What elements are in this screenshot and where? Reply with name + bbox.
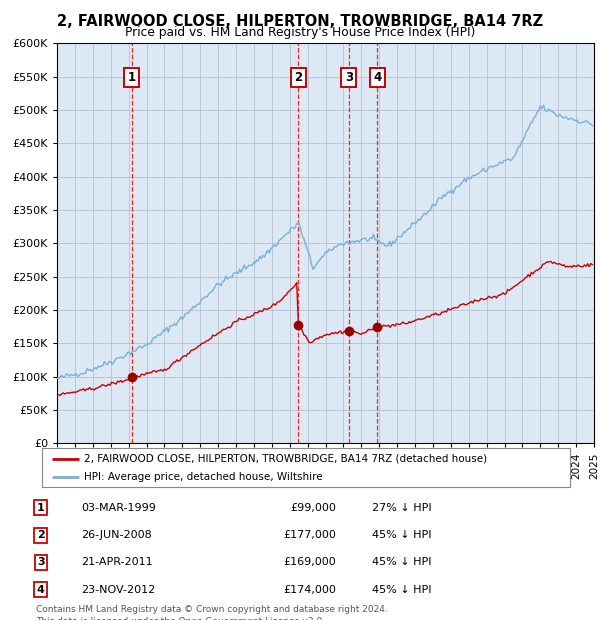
Text: 45% ↓ HPI: 45% ↓ HPI [372,530,431,540]
Text: HPI: Average price, detached house, Wiltshire: HPI: Average price, detached house, Wilt… [84,472,323,482]
Text: 4: 4 [373,71,382,84]
Text: 1: 1 [128,71,136,84]
Text: 1: 1 [37,503,44,513]
Text: 2: 2 [37,530,44,540]
Text: 2, FAIRWOOD CLOSE, HILPERTON, TROWBRIDGE, BA14 7RZ: 2, FAIRWOOD CLOSE, HILPERTON, TROWBRIDGE… [57,14,543,29]
Text: 2, FAIRWOOD CLOSE, HILPERTON, TROWBRIDGE, BA14 7RZ (detached house): 2, FAIRWOOD CLOSE, HILPERTON, TROWBRIDGE… [84,454,487,464]
Text: £174,000: £174,000 [283,585,336,595]
Text: £99,000: £99,000 [290,503,336,513]
Text: 21-APR-2011: 21-APR-2011 [81,557,152,567]
Text: 27% ↓ HPI: 27% ↓ HPI [372,503,431,513]
Text: Price paid vs. HM Land Registry's House Price Index (HPI): Price paid vs. HM Land Registry's House … [125,26,475,39]
Text: 26-JUN-2008: 26-JUN-2008 [81,530,152,540]
Text: Contains HM Land Registry data © Crown copyright and database right 2024.
This d: Contains HM Land Registry data © Crown c… [36,605,388,620]
Text: 2: 2 [295,71,302,84]
Text: 45% ↓ HPI: 45% ↓ HPI [372,557,431,567]
Text: 3: 3 [345,71,353,84]
Text: 3: 3 [37,557,44,567]
Text: 23-NOV-2012: 23-NOV-2012 [81,585,155,595]
Text: 03-MAR-1999: 03-MAR-1999 [81,503,156,513]
Text: £169,000: £169,000 [283,557,336,567]
Text: 45% ↓ HPI: 45% ↓ HPI [372,585,431,595]
Text: £177,000: £177,000 [283,530,336,540]
Text: 4: 4 [37,585,45,595]
